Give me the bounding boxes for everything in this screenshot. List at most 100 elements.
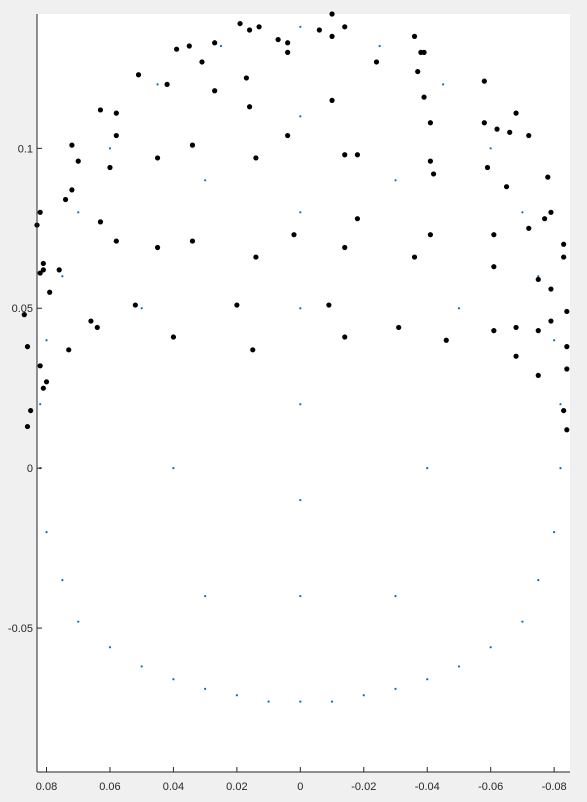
data-point-14 [521,620,524,623]
y-tick-label-3: -0.05 [8,623,33,635]
data-point-12 [489,646,492,649]
marker-point-55 [97,219,104,225]
marker-point-0 [329,11,335,17]
marker-point-52 [548,209,554,215]
data-point-7 [172,678,175,681]
marker-point-5 [342,24,348,30]
data-point-40 [299,499,302,502]
data-point-1 [267,700,270,703]
data-point-18 [553,531,556,534]
y-tick-label-0: 0.1 [18,143,33,155]
marker-point-30 [481,120,487,126]
series-0 [39,25,562,703]
series-1 [21,11,570,433]
marker-point-35 [285,132,291,139]
data-point-35 [299,25,302,28]
marker-point-47 [430,171,437,177]
marker-point-53 [37,209,43,215]
marker-point-83 [548,318,554,324]
marker-point-19 [135,72,142,78]
data-point-24 [553,339,556,342]
data-point-21 [39,403,42,406]
marker-point-68 [253,254,259,260]
marker-point-70 [40,260,46,267]
data-point-42 [204,179,207,182]
marker-point-87 [396,324,402,331]
marker-point-40 [354,152,361,158]
data-point-33 [219,44,223,48]
marker-point-44 [75,158,81,164]
marker-point-88 [491,328,497,334]
marker-point-99 [564,366,570,372]
marker-point-62 [189,238,196,244]
marker-point-2 [246,27,253,33]
data-point-6 [394,687,397,690]
x-tick-label-5: -0.02 [351,781,376,793]
marker-point-77 [548,286,554,292]
marker-point-4 [316,27,322,33]
marker-point-81 [21,312,27,318]
marker-point-69 [411,254,418,260]
data-point-15 [61,579,64,582]
y-tick-label-1: 0.05 [12,303,33,315]
data-point-30 [489,147,492,150]
marker-point-15 [421,49,427,55]
data-point-41 [299,594,302,598]
data-point-8 [426,678,429,681]
data-point-44 [140,307,143,310]
marker-point-38 [189,142,196,148]
marker-point-105 [564,427,570,433]
data-point-43 [394,179,397,182]
data-point-17 [45,531,48,534]
marker-point-73 [56,267,62,273]
y-tick-label-2: 0 [27,463,33,475]
marker-point-20 [243,75,249,81]
marker-point-72 [40,267,46,273]
marker-point-80 [326,302,332,308]
marker-point-78 [132,302,138,308]
data-point-45 [457,307,461,310]
data-point-38 [299,307,302,310]
marker-point-51 [62,196,69,203]
marker-point-100 [535,372,541,379]
x-tick-label-3: 0.02 [226,781,247,793]
marker-point-58 [354,216,361,222]
marker-point-66 [342,244,348,251]
data-point-39 [299,403,302,406]
data-point-13 [77,620,80,623]
marker-point-18 [415,68,421,75]
marker-point-3 [256,24,262,30]
marker-point-33 [113,132,119,139]
data-point-20 [559,467,562,470]
marker-point-56 [526,225,532,231]
marker-point-17 [373,59,380,65]
marker-point-61 [491,232,497,238]
marker-point-11 [285,40,291,46]
marker-point-12 [285,49,291,55]
marker-point-96 [66,347,72,353]
marker-point-106 [24,423,31,430]
marker-point-23 [212,88,218,94]
data-point-47 [426,467,429,470]
marker-point-37 [69,142,75,148]
marker-point-86 [513,324,519,331]
x-tick-label-7: -0.06 [478,781,503,793]
marker-point-34 [507,129,513,135]
data-point-25 [61,275,64,278]
data-point-22 [559,403,562,406]
marker-point-94 [564,344,570,350]
marker-point-9 [212,40,218,46]
marker-point-54 [542,216,548,222]
marker-point-1 [237,20,243,27]
data-point-9 [140,665,143,668]
data-point-31 [156,83,159,86]
axes: 0.08 0.06 0.04 0.02 0 -0.02 -0.04 -0.06 -0.08 0.1… [8,14,570,793]
marker-point-76 [47,289,53,295]
marker-point-101 [43,379,50,385]
marker-point-43 [427,158,433,164]
marker-point-21 [481,78,487,84]
marker-point-41 [154,155,161,161]
data-point-5 [204,687,207,690]
marker-point-84 [88,318,94,324]
marker-point-10 [275,36,281,43]
